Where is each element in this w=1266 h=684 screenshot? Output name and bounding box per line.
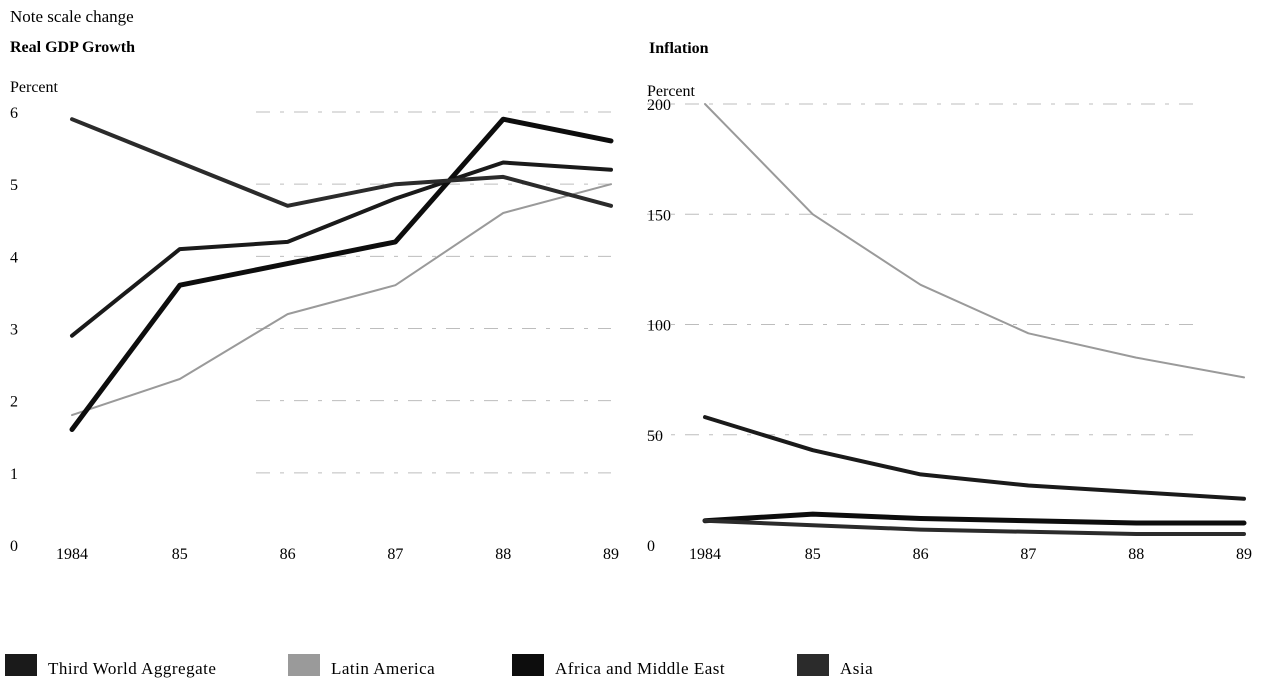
inflation-x-tick-label: 88	[1128, 546, 1144, 563]
gdp-line-asia	[70, 117, 613, 208]
gdp-x-tick-label: 87	[387, 546, 403, 563]
inflation-y-tick-label: 100	[647, 318, 671, 335]
legend-label-asia: Asia	[840, 659, 873, 678]
gdp-x-tick-label: 89	[603, 546, 619, 563]
gdp-y-tick-label: 0	[10, 538, 18, 555]
inflation-chart-title: Inflation	[649, 40, 709, 57]
inflation-line-third-world-aggregate	[703, 415, 1246, 501]
inflation-x-tick-label: 1984	[689, 546, 721, 563]
legend: Third World Aggregate Latin America Africa…	[5, 654, 873, 678]
legend-swatch-asia	[797, 654, 829, 676]
legend-swatch-third-world-aggregate	[5, 654, 37, 676]
inflation-x-tick-label: 85	[805, 546, 821, 563]
legend-swatch-latin-america	[288, 654, 320, 676]
inflation-line-latin-america	[704, 103, 1245, 379]
gdp-x-tick-label: 85	[172, 546, 188, 563]
inflation-x-tick-label: 87	[1020, 546, 1036, 563]
gdp-plot: 0 1 2 3 4 5 6 1984 85 86 87 88 89	[10, 105, 619, 563]
gdp-x-tick-label: 88	[495, 546, 511, 563]
gdp-y-tick-label: 6	[10, 105, 18, 122]
inflation-x-tick-label: 86	[913, 546, 929, 563]
gdp-line-latin-america	[71, 183, 612, 417]
legend-label-third-world-aggregate: Third World Aggregate	[48, 659, 216, 678]
gdp-line-africa-and-middle-east	[69, 116, 614, 432]
inflation-plot: 0 50 100 150 200 1984 85 86 87 88 89	[647, 97, 1252, 563]
gdp-y-axis-label: Percent	[10, 79, 59, 96]
inflation-y-tick-label: 0	[647, 538, 655, 555]
gdp-chart-title: Real GDP Growth	[10, 39, 135, 56]
gdp-x-tick-label: 86	[280, 546, 296, 563]
inflation-y-tick-label: 50	[647, 428, 663, 445]
inflation-y-tick-label: 150	[647, 207, 671, 224]
inflation-y-tick-label: 200	[647, 97, 671, 114]
gdp-y-tick-label: 3	[10, 322, 18, 339]
inflation-line-africa-and-middle-east	[702, 511, 1247, 526]
gdp-y-tick-label: 5	[10, 177, 18, 194]
gdp-x-tick-label: 1984	[56, 546, 88, 563]
legend-swatch-africa-and-middle-east	[512, 654, 544, 676]
legend-label-africa-and-middle-east: Africa and Middle East	[555, 659, 725, 678]
legend-label-latin-america: Latin America	[331, 659, 435, 678]
inflation-line-asia	[703, 518, 1246, 536]
gdp-line-third-world-aggregate	[70, 160, 613, 338]
gdp-y-tick-label: 2	[10, 394, 18, 411]
inflation-y-axis-label: Percent	[647, 83, 696, 100]
gdp-y-tick-label: 4	[10, 249, 18, 266]
inflation-x-tick-label: 89	[1236, 546, 1252, 563]
gdp-y-tick-label: 1	[10, 466, 18, 483]
scale-change-note: Note scale change	[10, 7, 134, 26]
